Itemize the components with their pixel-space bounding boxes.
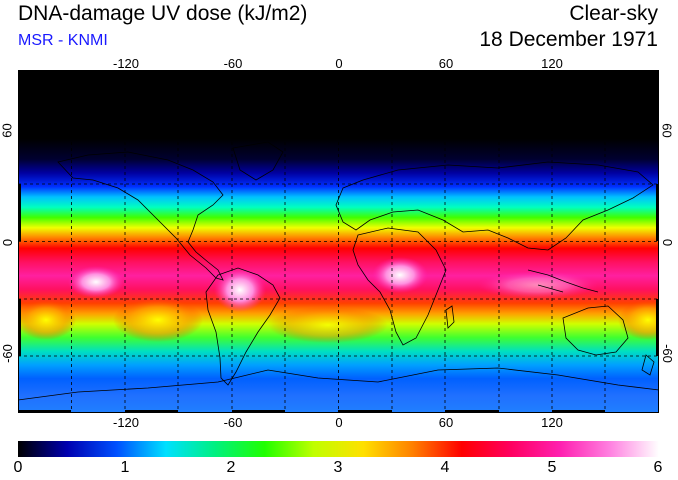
antarctica-outline — [18, 367, 659, 401]
lon-tick-top: 120 — [541, 56, 563, 71]
colorbar-tick: 3 — [333, 459, 343, 476]
madagascar-outline — [445, 305, 455, 329]
africa-outline — [352, 227, 447, 346]
date-label: 18 December 1971 — [479, 28, 658, 51]
lon-tick-top: -120 — [112, 56, 140, 71]
hotspot-africa — [372, 257, 428, 293]
colorbar-tick: 4 — [440, 459, 450, 476]
uv-dose-map — [18, 70, 659, 413]
hotspot-south-america — [214, 268, 266, 312]
colorbar-tick: 2 — [226, 459, 236, 476]
sky-condition-label: Clear-sky — [569, 2, 658, 25]
colorbar-tick: 6 — [653, 459, 663, 476]
lat-tick-left: -60 — [0, 344, 15, 363]
graticule — [18, 70, 659, 413]
south-america-outline — [205, 267, 281, 386]
hotspot-pacific — [68, 266, 124, 298]
lat-tick-right: 60 — [659, 123, 675, 138]
lon-tick-top: -60 — [223, 56, 243, 71]
lat-tick-left: 0 — [0, 238, 16, 247]
eurasia-outline — [335, 161, 654, 251]
colorbar-tick: 1 — [120, 459, 130, 476]
warm-patch-south-atlantic — [268, 307, 388, 343]
lon-tick-bottom: 0 — [335, 415, 343, 430]
warm-patch-east — [618, 300, 659, 340]
colorbar-tick: 5 — [547, 459, 557, 476]
lat-tick-right: -60 — [659, 344, 675, 363]
indonesia-outline — [527, 269, 599, 293]
new-zealand-outline — [641, 354, 655, 376]
lon-tick-bottom: -60 — [223, 415, 243, 430]
source-label: MSR - KNMI — [18, 32, 108, 49]
lat-tick-left: 60 — [0, 123, 15, 138]
lon-tick-bottom: -120 — [112, 415, 140, 430]
lon-tick-top: 0 — [335, 56, 343, 71]
colorbar — [18, 441, 659, 457]
lon-tick-bottom: 60 — [438, 415, 454, 430]
lon-tick-top: 60 — [438, 56, 454, 71]
colorbar-tick: 0 — [13, 459, 23, 476]
warm-patch-east-pacific — [113, 298, 203, 342]
lat-tick-right: 0 — [660, 238, 676, 247]
chart-title: DNA-damage UV dose (kJ/m2) — [18, 2, 308, 25]
north-america-outline — [57, 151, 224, 281]
lon-tick-bottom: 120 — [541, 415, 563, 430]
australia-outline — [562, 305, 629, 356]
greenland-outline — [232, 141, 284, 181]
frame-ticks — [18, 70, 659, 413]
coastlines — [18, 141, 659, 401]
warm-patch-west — [18, 300, 76, 340]
